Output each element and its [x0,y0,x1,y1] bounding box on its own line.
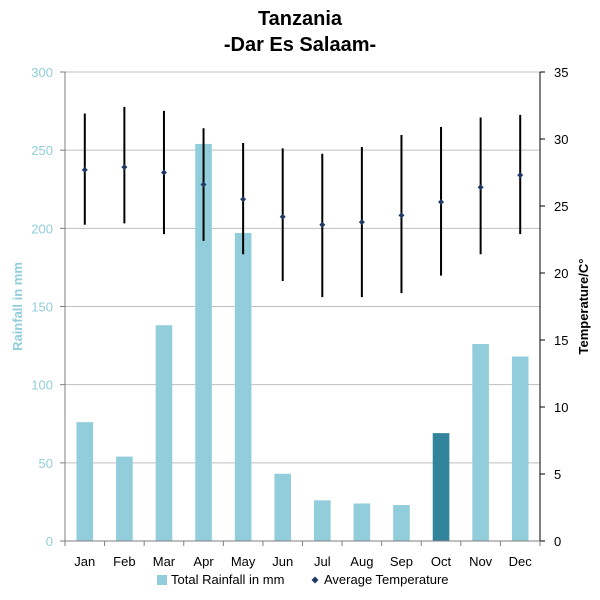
y-right-tick-label: 25 [554,199,568,214]
rainfall-bar [432,433,450,541]
x-tick-label: Dec [509,554,533,569]
rainfall-bar [234,233,252,542]
y-right-tick-label: 0 [554,534,561,549]
temperature-marker [438,198,445,205]
temperature-marker [279,213,286,220]
rainfall-bar [76,422,94,541]
rainfall-bar [313,500,331,541]
temperature-marker [200,181,207,188]
rainfall-bar [195,143,212,541]
temperature-marker [240,196,247,203]
y-left-tick-label: 300 [31,65,53,80]
legend-swatch-rainfall [157,575,167,585]
temperature-marker [477,184,484,191]
rainfall-bar [116,456,133,541]
legend-label-rainfall: Total Rainfall in mm [171,572,284,587]
legend-marker-temperature [311,576,319,584]
gridlines [65,71,540,464]
y-right-tick-label: 10 [554,400,568,415]
x-tick-label: Feb [113,554,135,569]
y-right-tick-label: 30 [554,132,568,147]
x-tick-label: Jun [272,554,293,569]
rainfall-bar [393,505,410,541]
temperature-marker [398,212,405,219]
y-left-tick-label: 200 [31,221,53,236]
temperature-marker [319,221,326,228]
y-right-tick-label: 20 [554,266,568,281]
x-tick-label: Aug [350,554,373,569]
rainfall-bar [155,325,173,541]
rainfall-bar [472,344,489,541]
chart-subtitle: -Dar Es Salaam- [223,34,377,56]
y-left-tick-label: 100 [31,378,53,393]
x-tick-label: May [231,554,256,569]
y-left-tick-label: 0 [46,534,53,549]
legend: Total Rainfall in mm Average Temperature [157,572,449,587]
x-tick-label: Mar [153,554,176,569]
rainfall-bar [511,356,529,541]
x-tick-label: Apr [193,554,214,569]
temperature-marker [160,169,167,176]
x-tick-label: Jan [74,554,95,569]
y-left-tick-label: 150 [31,300,53,315]
y-left-axis-title: Rainfall in mm [10,262,25,351]
y-right-axis-title: Temperature/C° [576,259,591,355]
temperature-marker [81,166,88,173]
rainfall-bar [274,473,292,541]
y-right-tick-label: 5 [554,467,561,482]
x-tick-label: Jul [314,554,331,569]
y-left-tick-label: 50 [39,456,53,471]
y-left-tick-label: 250 [31,143,53,158]
temperature-ranges [81,106,524,298]
chart-title: Tanzania [257,8,343,30]
rainfall-bar [353,503,371,541]
temperature-marker [517,172,524,179]
temperature-marker [358,219,365,226]
rainfall-bars [76,143,529,542]
x-tick-label: Nov [469,554,493,569]
legend-label-temperature: Average Temperature [324,572,449,587]
x-tick-label: Sep [390,554,413,569]
temperature-marker [121,164,128,171]
x-tick-label: Oct [431,554,452,569]
y-right-tick-label: 35 [554,65,568,80]
axes: 0 50 100 150 200 250 300 0 5 10 15 20 25 30 35 Jan Feb Ma… [10,65,591,569]
y-right-tick-label: 15 [554,333,568,348]
